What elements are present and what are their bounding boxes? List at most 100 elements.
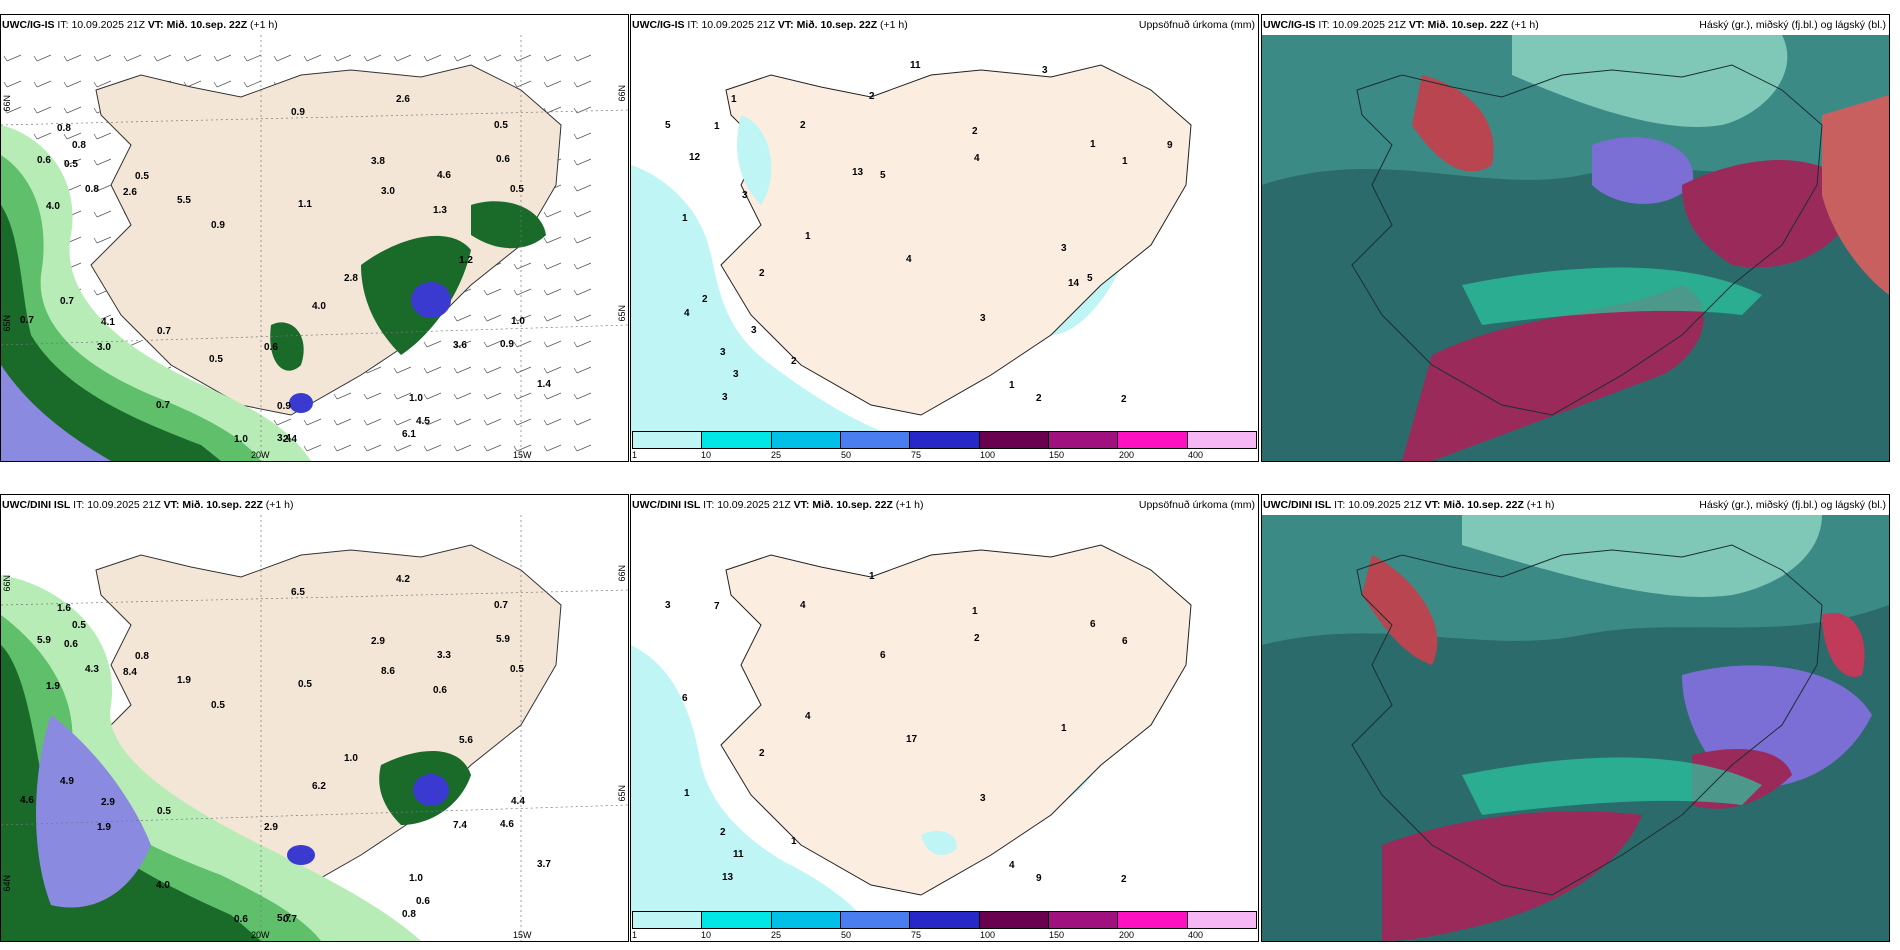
- accum-value-label: 2: [759, 268, 765, 279]
- accum-value-label: 1: [731, 94, 737, 105]
- wind-barb: [3, 54, 22, 62]
- precip-value-label: 0.8: [57, 123, 71, 134]
- lead-time: (+1 h): [895, 499, 924, 511]
- precip-value-label: 0.5: [211, 700, 225, 711]
- precip-value-label: 0.5: [510, 184, 524, 195]
- accum-value-label: 1: [869, 571, 875, 582]
- lead-time: (+1 h): [1511, 19, 1539, 31]
- colorbar-bin: [633, 432, 703, 448]
- init-time: 10.09.2025 21Z: [701, 19, 775, 31]
- wind-barb: [483, 444, 502, 452]
- colorbar-label: 50: [841, 450, 852, 460]
- wind-barb: [453, 392, 472, 400]
- precip-value-label: 0.6: [64, 639, 78, 650]
- lat-label-65n: 65N: [2, 315, 12, 332]
- wind-barb: [333, 418, 352, 426]
- accum-value-label: 4: [906, 254, 912, 265]
- panel-precip-wind-dini: UWC/DINI ISL IT: 10.09.2025 21Z VT: Mið.…: [0, 494, 629, 942]
- wind-barb: [93, 80, 112, 88]
- wind-barb: [273, 54, 292, 62]
- precip-value-label: 5.9: [496, 634, 510, 645]
- precip-value-label: 0.9: [291, 107, 305, 118]
- panel-precip-wind-igis: UWC/IG-IS IT: 10.09.2025 21Z VT: Mið. 10…: [0, 14, 629, 462]
- precip-value-label: 1.9: [46, 681, 60, 692]
- colorbar-bin: [910, 432, 980, 448]
- map-svg: [1, 515, 628, 941]
- precip-value-label: 5.5: [177, 195, 191, 206]
- map-svg: [1262, 35, 1889, 461]
- accum-light-region-west: [631, 165, 891, 435]
- precip-value-label: 3.8: [371, 156, 385, 167]
- precip-value-label: 3.3: [437, 650, 451, 661]
- colorbar-bin: [1118, 432, 1188, 448]
- precip-value-label: 4.4: [511, 796, 525, 807]
- wind-barb: [573, 444, 592, 452]
- cloud-mid-north: [1412, 75, 1494, 172]
- precip-value-label: 2.8: [344, 273, 358, 284]
- panel-title: Háský (gr.), miðský (fj.bl.) og lágský (…: [1699, 19, 1886, 31]
- wind-barb: [543, 444, 562, 452]
- precip-value-label: 2.6: [396, 94, 410, 105]
- wind-barb: [243, 80, 262, 88]
- panel-header: UWC/DINI ISL IT: 10.09.2025 21Z VT: Mið.…: [631, 495, 1258, 515]
- precip-value-label: 4.0: [312, 301, 326, 312]
- precip-value-label: 2.9: [264, 822, 278, 833]
- accum-value-label: 1: [684, 788, 690, 799]
- valid-time: VT: Mið. 10.sep. 22Z: [1424, 499, 1524, 511]
- accum-value-label: 1: [1090, 139, 1096, 150]
- accum-value-label: 3: [742, 190, 748, 201]
- wind-barb: [543, 262, 562, 270]
- accum-value-label: 2: [972, 126, 978, 137]
- wind-barb: [93, 184, 112, 192]
- wind-barb: [513, 80, 532, 88]
- it-label: IT:: [57, 19, 69, 31]
- precip-value-label: 6.5: [291, 587, 305, 598]
- model-name: UWC/IG-IS: [1263, 19, 1316, 31]
- wind-barb: [63, 106, 82, 114]
- lead-time: (+1 h): [265, 499, 294, 511]
- cloud-mid-north: [1362, 555, 1438, 665]
- wind-barb: [573, 80, 592, 88]
- colorbar-label: 75: [911, 930, 922, 940]
- accum-value-label: 3: [722, 392, 728, 403]
- wind-barb: [33, 106, 52, 114]
- wind-barb: [573, 184, 592, 192]
- colorbar-bin: [840, 912, 911, 928]
- panel-title: Háský (gr.), miðský (fj.bl.) og lágský (…: [1699, 499, 1886, 511]
- precip-value-label: 1.6: [57, 603, 71, 614]
- accum-value-label: 2: [1121, 874, 1127, 885]
- wind-barb: [573, 262, 592, 270]
- wind-barb: [483, 340, 502, 348]
- precip-value-label: 3.7: [537, 859, 551, 870]
- lead-time: (+1 h): [1526, 499, 1555, 511]
- wind-barb: [393, 392, 412, 400]
- lead-time: (+1 h): [250, 19, 278, 31]
- wind-barb: [513, 340, 532, 348]
- accum-value-label: 17: [906, 734, 918, 745]
- precip-cell-northeast: [471, 201, 546, 249]
- iceland-coastline: [1351, 544, 1823, 896]
- lat-label-66n-right: 66N: [617, 565, 627, 582]
- wind-barb: [363, 418, 382, 426]
- precip-value-label: 1.0: [409, 393, 423, 404]
- precip-value-label: 0.5: [510, 664, 524, 675]
- wind-barb: [573, 418, 592, 426]
- wind-barb: [573, 340, 592, 348]
- precip-value-label: 0.5: [494, 120, 508, 131]
- precip-value-label: 0.6: [433, 685, 447, 696]
- precip-value-label: 0.6: [496, 154, 510, 165]
- accum-value-label: 5: [1087, 273, 1093, 284]
- precip-value-label: 1.0: [234, 434, 248, 445]
- wind-barb: [3, 80, 22, 88]
- precip-value-label: 2.4: [283, 434, 297, 445]
- lon-label-20w: 20W: [251, 450, 270, 460]
- wind-barb: [573, 314, 592, 322]
- wind-barb: [573, 106, 592, 114]
- it-label: IT:: [73, 499, 85, 511]
- wind-barb: [213, 54, 232, 62]
- wind-barb: [453, 418, 472, 426]
- precip-value-label: 4.0: [46, 201, 60, 212]
- wind-barb: [303, 54, 322, 62]
- precip-value-label: 0.7: [156, 400, 170, 411]
- precip-value-label: 4.0: [156, 880, 170, 891]
